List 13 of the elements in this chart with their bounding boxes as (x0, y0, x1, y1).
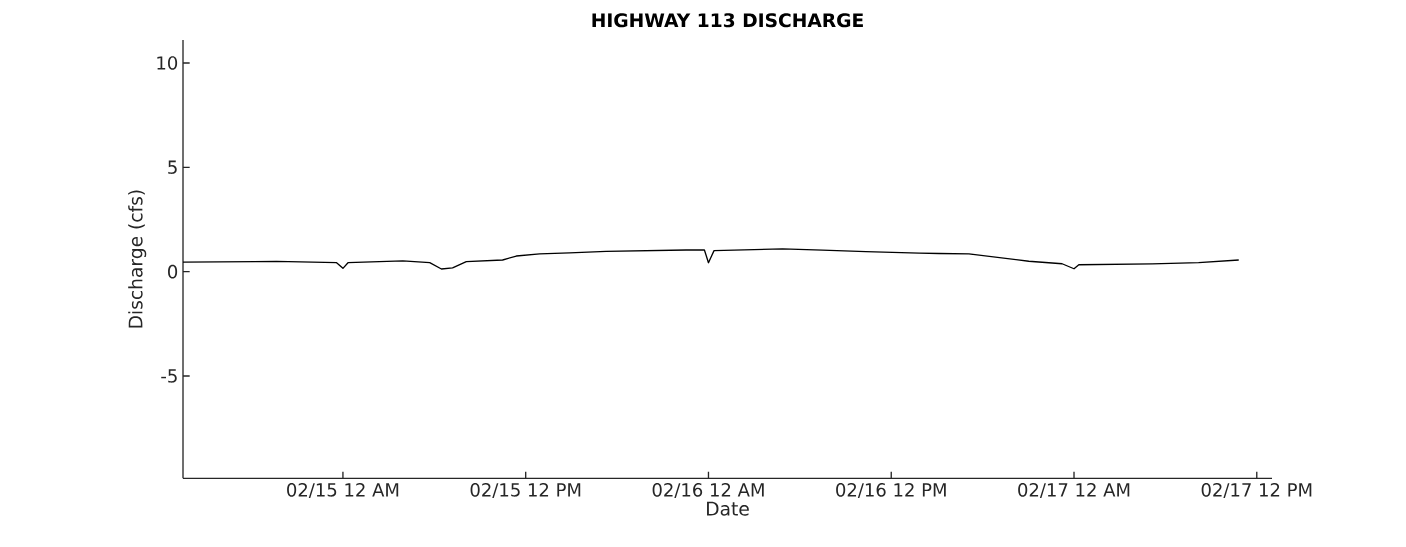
y-tick-label: 10 (157, 56, 178, 70)
y-tick-label: -5 (161, 369, 177, 383)
x-tick-label: 02/16 12 AM (652, 483, 764, 499)
x-tick-label: 02/17 12 PM (1201, 483, 1312, 499)
x-tick-label: 02/15 12 PM (470, 483, 581, 499)
x-tick-label: 02/17 12 AM (1018, 483, 1130, 499)
x-tick-label: 02/15 12 AM (287, 483, 399, 499)
x-axis-title: Date (707, 501, 749, 516)
y-axis-title: Discharge (cfs) (128, 190, 147, 328)
y-tick-label: 0 (168, 264, 178, 279)
x-tick-label: 02/16 12 PM (836, 483, 946, 499)
chart-title: HIGHWAY 113 DISCHARGE (592, 13, 863, 28)
y-tick-label: 5 (168, 160, 177, 174)
